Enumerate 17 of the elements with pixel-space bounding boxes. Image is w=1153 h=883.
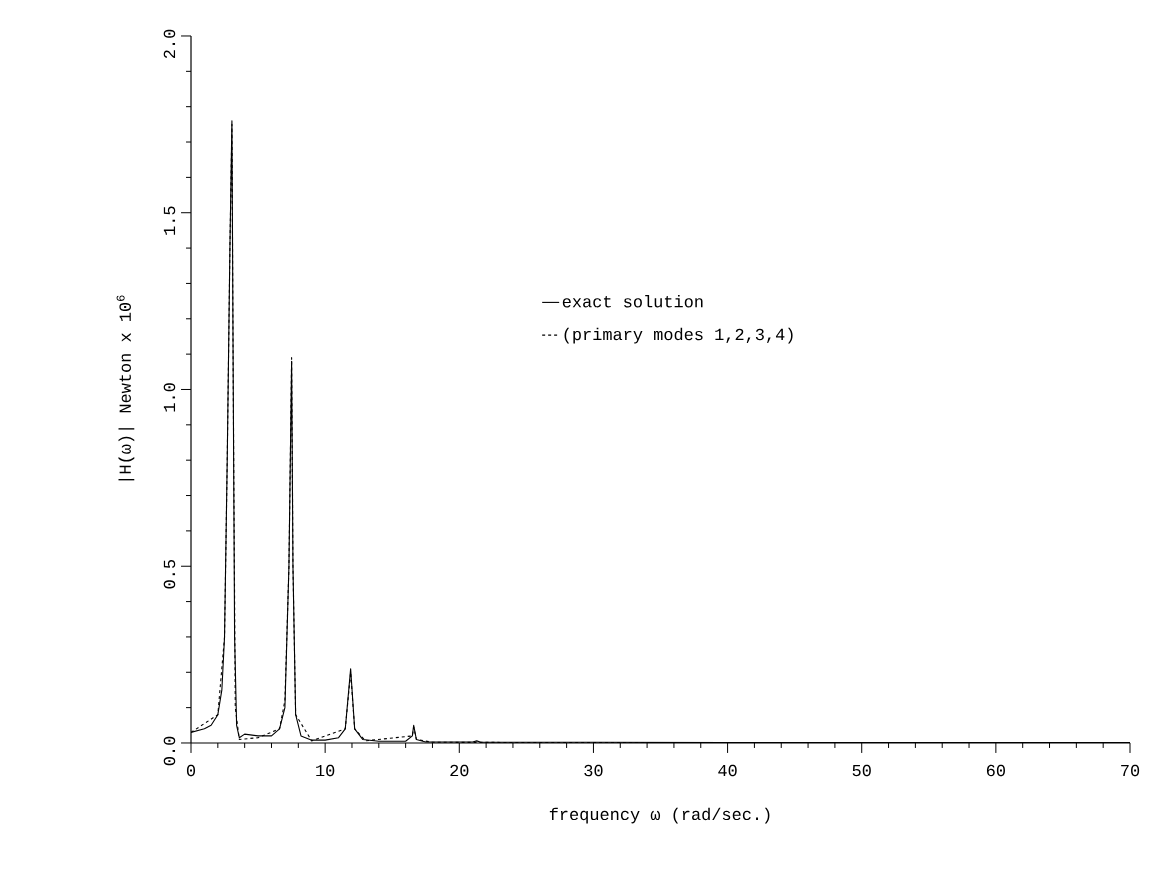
y-tick-label: 0.0: [163, 736, 176, 766]
x-tick-label: 70: [1121, 764, 1140, 777]
x-tick-label: 20: [450, 764, 469, 777]
y-axis-title: |H(ω)| Newton x 10$^{6}$: [116, 295, 135, 481]
x-tick-label: 60: [986, 764, 1005, 777]
legend-label: exact solution: [562, 295, 703, 308]
y-tick-label: 1.5: [163, 206, 176, 235]
legend-label: (primary modes 1,2,3,4): [564, 327, 793, 344]
x-axis-title: frequency ω (rad/sec.): [549, 807, 770, 824]
x-tick-label: 0: [186, 764, 196, 777]
x-tick-label: 50: [852, 764, 871, 777]
x-tick-label: 10: [316, 764, 335, 777]
y-tick-label: 1.0: [163, 383, 176, 412]
x-tick-label: 30: [584, 764, 603, 777]
y-tick-label: 0.5: [163, 560, 176, 589]
x-tick-label: 40: [718, 764, 737, 777]
y-tick-label: 2.0: [163, 29, 176, 59]
